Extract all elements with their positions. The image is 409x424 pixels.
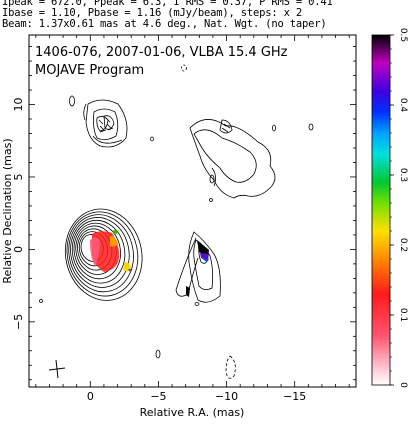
colorbar (371, 34, 391, 386)
north-component (85, 99, 128, 148)
jet-pol-blue (201, 258, 209, 262)
x-axis-label: Relative R.A. (mas) (140, 406, 245, 419)
jet-pol-black (197, 240, 209, 257)
y-axis-label: Relative Declination (mas) (1, 138, 14, 283)
jet-polarization (186, 240, 209, 297)
colorbar-tick-label: 0.3 (398, 168, 408, 182)
core-contour (71, 219, 126, 284)
core-pol-green (112, 229, 118, 235)
axis-ticks: 0 −5 −10 −15 −5 0 5 10 (12, 35, 356, 403)
y-tick-label: 5 (12, 173, 25, 180)
chart-subtitle: MOJAVE Program (35, 63, 144, 78)
header-line-1: Ipeak = 672.0, Ppeak = 6.3, I RMS = 0.37… (2, 0, 333, 8)
chart-title: 1406-076, 2007-01-06, VLBA 15.4 GHz (35, 45, 288, 60)
colorbar-tick-label: 0.4 (398, 98, 408, 113)
colorbar-tick-label: 0.2 (398, 238, 408, 252)
north-east-blobs (69, 95, 87, 121)
x-tick-label: −15 (283, 390, 306, 403)
core-contour (66, 211, 139, 297)
core-polarization (90, 229, 131, 272)
colorbar-ticks: 0 0.1 0.2 0.3 0.4 0.5 (390, 28, 408, 388)
core-contour (73, 222, 121, 280)
header-line-2: Ibase = 1.10, Pbase = 1.16 (mJy/beam), s… (2, 7, 302, 19)
plot-frame (28, 34, 357, 388)
y-tick-label: −5 (12, 314, 25, 330)
core-contour (70, 217, 130, 288)
x-tick-label: −10 (215, 390, 238, 403)
y-tick-label: 0 (12, 246, 25, 253)
colorbar-tick-label: 0 (398, 382, 408, 388)
colorbar-tick-label: 0.5 (398, 28, 408, 42)
header-line-3: Beam: 1.37x0.61 mas at 4.6 deg., Nat. Wg… (2, 18, 327, 30)
jet-pol-purple (200, 253, 209, 259)
core-pol-blue (128, 269, 131, 272)
core-contour (68, 214, 134, 293)
core-pol-patch-pink (90, 238, 100, 266)
core-contour (64, 208, 143, 301)
jet-pol-tail (186, 286, 190, 297)
noise-contours (39, 64, 314, 379)
west-emission (189, 119, 276, 202)
beam-marker (48, 359, 66, 379)
y-tick-label: 10 (12, 98, 25, 112)
x-tick-label: 0 (87, 390, 94, 403)
core-pol-patch-orange (110, 236, 118, 247)
colorbar-tick-label: 0.1 (398, 308, 408, 322)
x-tick-label: −5 (150, 390, 166, 403)
